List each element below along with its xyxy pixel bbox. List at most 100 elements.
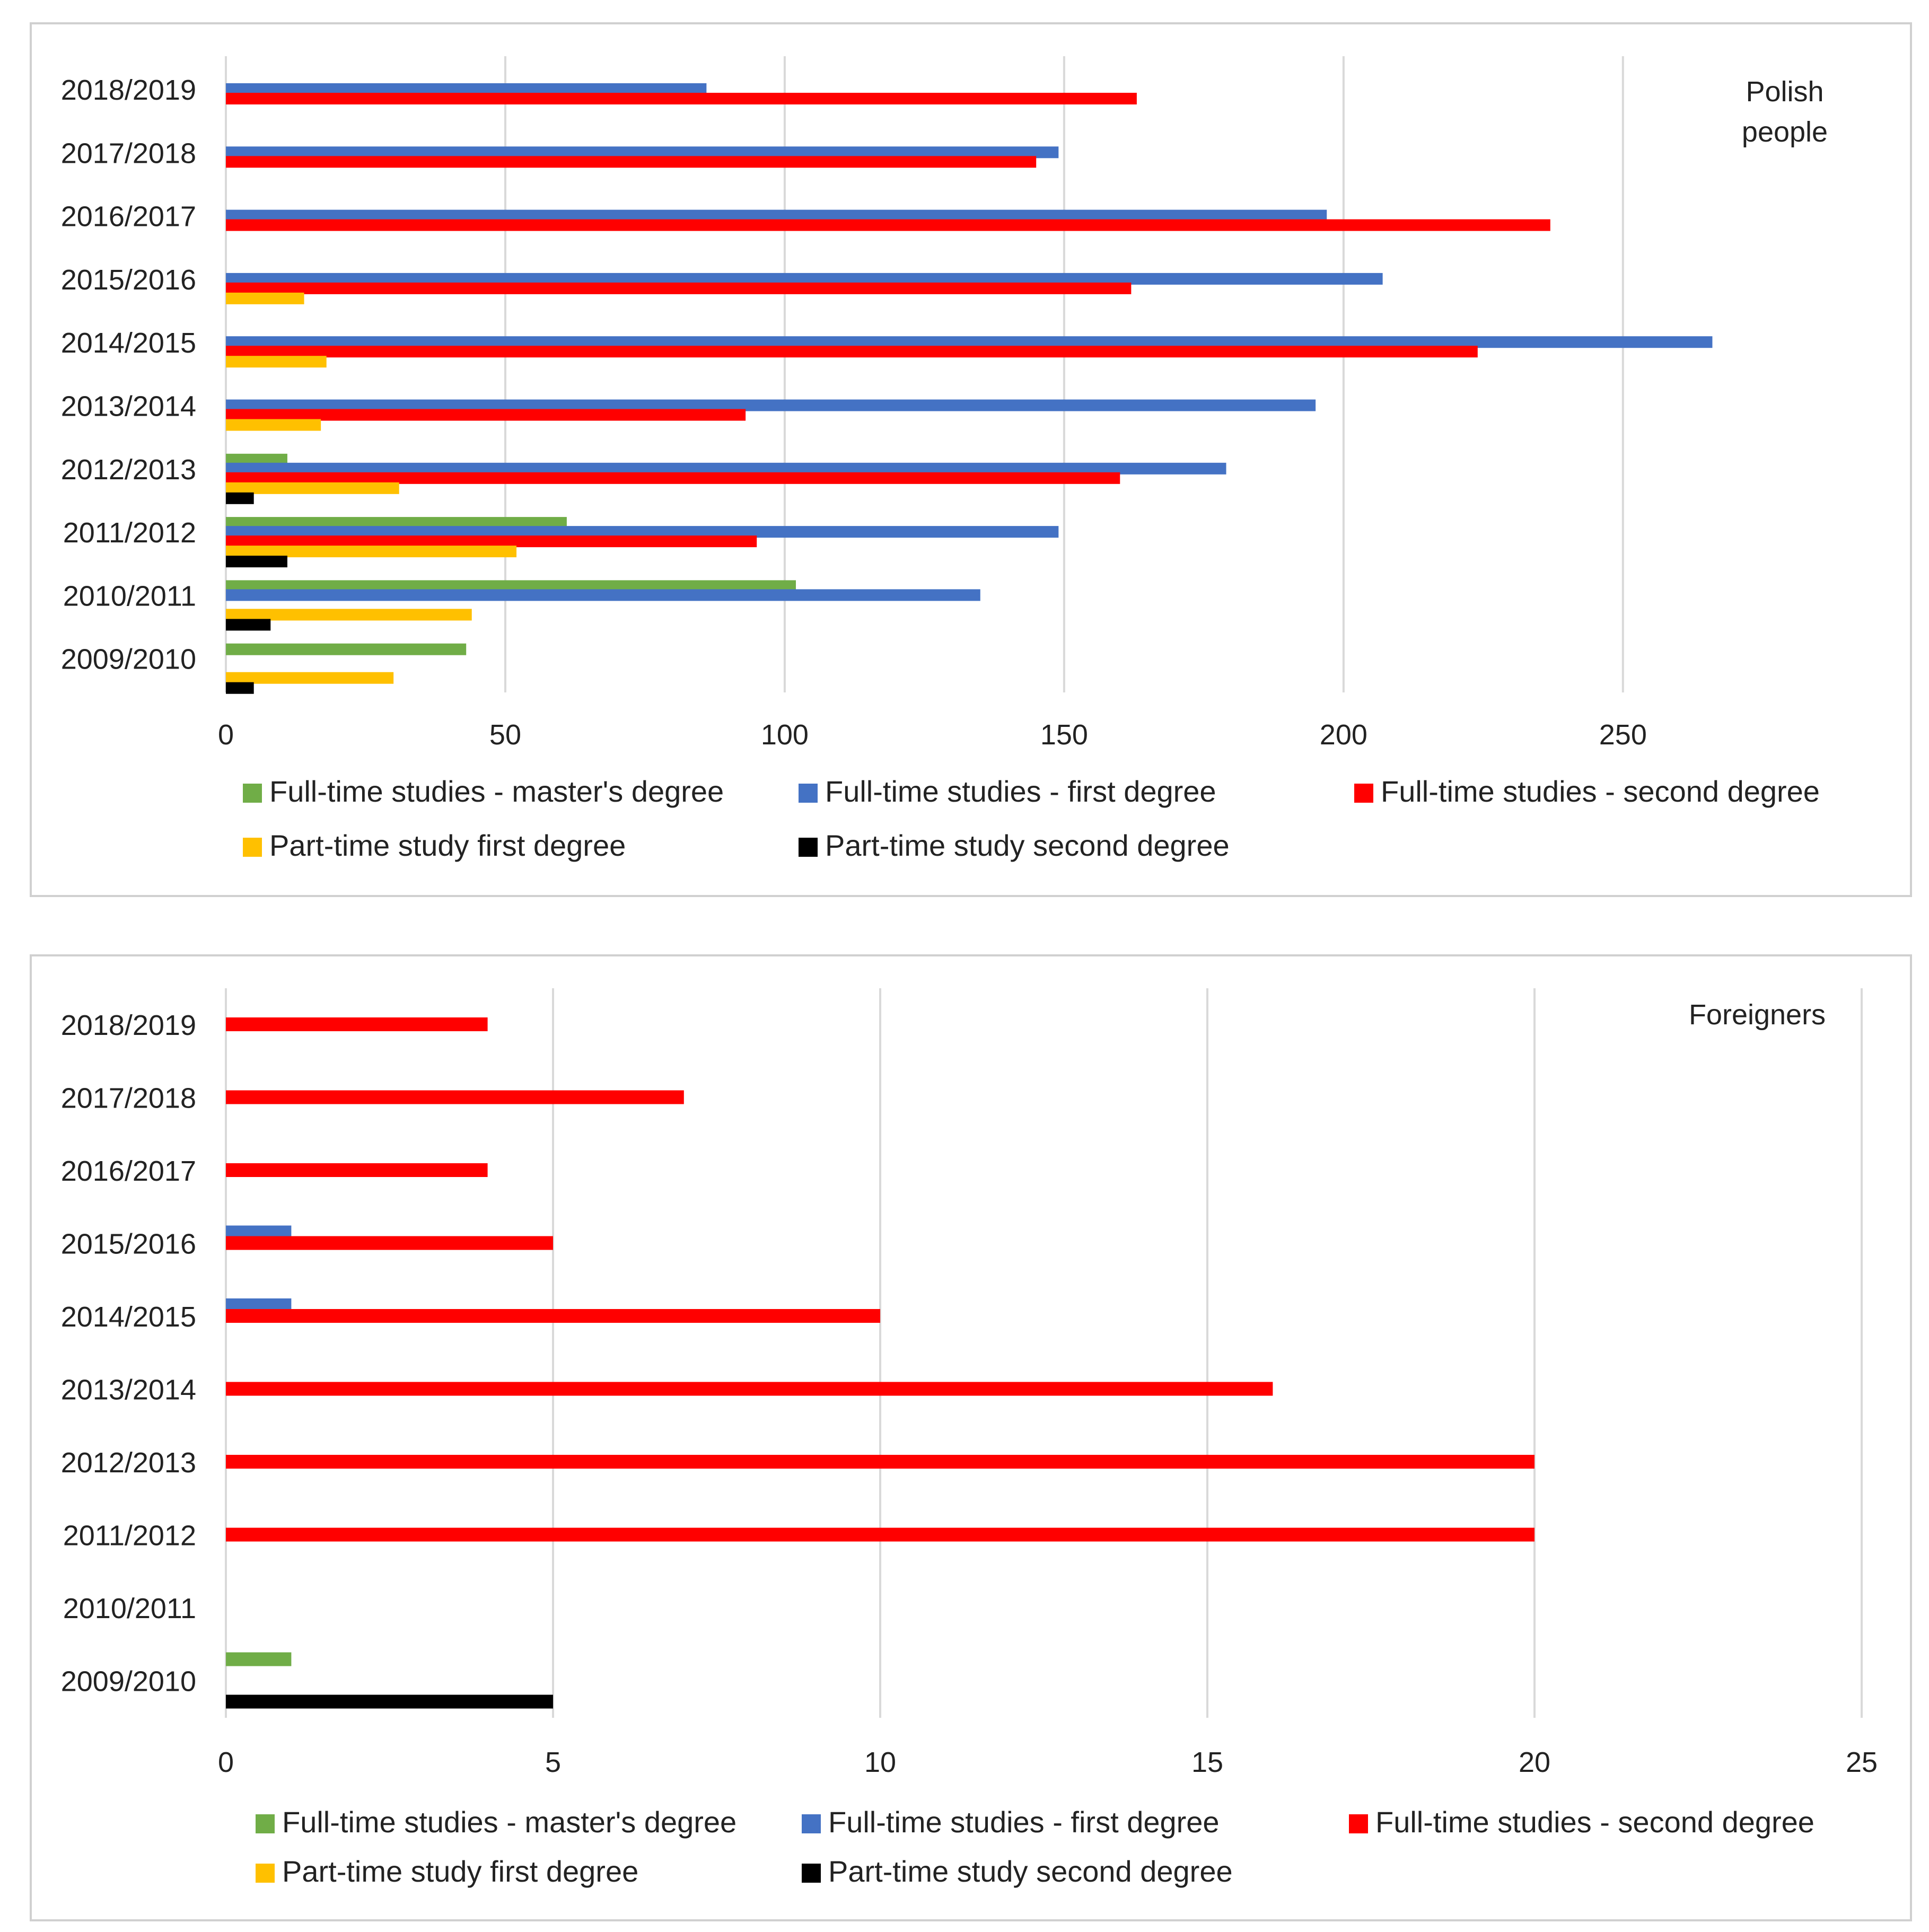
y-category-label: 2016/2017	[61, 1155, 196, 1187]
y-category-label: 2017/2018	[61, 137, 196, 169]
x-tick-label: 0	[218, 719, 234, 751]
legend-swatch	[799, 784, 818, 803]
bar	[226, 399, 1316, 411]
y-category-label: 2012/2013	[61, 454, 196, 486]
bar	[226, 93, 1137, 104]
x-tick-label: 250	[1599, 719, 1647, 751]
y-category-label: 2013/2014	[61, 1374, 196, 1406]
chart-panel-foreigners: 0 5 10 15 20 25 2018/2019 2017/2018 2016/2017 201…	[30, 954, 1912, 1921]
bar	[226, 682, 254, 694]
bar	[226, 526, 1059, 538]
bar	[226, 492, 254, 504]
bar	[226, 580, 796, 592]
x-tick-label: 100	[761, 719, 809, 751]
bar	[226, 336, 1713, 348]
legend-swatch	[1349, 1814, 1368, 1833]
panel-annotation: people	[1742, 116, 1828, 148]
legend-swatch	[802, 1864, 821, 1883]
legend-swatch	[243, 784, 262, 803]
legend-swatch	[256, 1864, 275, 1883]
y-category-label: 2015/2016	[61, 264, 196, 296]
bar	[226, 1455, 1535, 1469]
bar	[226, 83, 707, 95]
x-tick-label: 15	[1191, 1746, 1223, 1778]
y-category-label: 2018/2019	[61, 1009, 196, 1041]
x-tick-label: 0	[218, 1746, 234, 1778]
bar	[226, 146, 1059, 159]
bar	[226, 1163, 488, 1177]
bar	[226, 556, 287, 568]
bar	[226, 419, 321, 431]
legend-swatch	[243, 838, 262, 857]
bar	[226, 472, 1120, 484]
y-category-label: 2018/2019	[61, 74, 196, 106]
y-category-label: 2017/2018	[61, 1083, 196, 1114]
bar	[226, 453, 287, 466]
bar	[226, 609, 472, 621]
x-tick-label: 200	[1320, 719, 1367, 751]
bar	[226, 1527, 1535, 1542]
bar	[226, 209, 1327, 222]
y-category-label: 2011/2012	[63, 517, 196, 549]
bar	[226, 273, 1383, 285]
bar	[226, 482, 399, 494]
legend-label: Part-time study second degree	[825, 829, 1230, 862]
legend-label: Part-time study first degree	[269, 829, 626, 862]
y-category-label: 2013/2014	[61, 391, 196, 423]
panel-annotation: Foreigners	[1689, 999, 1826, 1031]
legend-label: Part-time study second degree	[828, 1855, 1233, 1888]
legend-swatch	[1354, 784, 1373, 803]
bar	[226, 346, 1478, 358]
bar	[226, 619, 271, 631]
legend-label: Full-time studies - first degree	[825, 775, 1216, 808]
y-category-label: 2014/2015	[61, 327, 196, 359]
bar	[226, 1382, 1273, 1396]
bar	[226, 292, 304, 304]
y-category-label: 2014/2015	[61, 1301, 196, 1333]
legend-swatch	[256, 1814, 275, 1833]
x-tick-label: 50	[489, 719, 521, 751]
y-category-label: 2016/2017	[61, 201, 196, 233]
bar	[226, 156, 1037, 168]
bar	[226, 1017, 488, 1031]
bar	[226, 282, 1132, 294]
bar	[226, 1090, 684, 1104]
bar	[226, 643, 467, 655]
bar	[226, 535, 757, 548]
legend-label: Full-time studies - second degree	[1381, 775, 1820, 808]
bar	[226, 409, 746, 421]
legend-label: Full-time studies - second degree	[1375, 1805, 1814, 1839]
legend-swatch	[799, 838, 818, 857]
legend-swatch	[802, 1814, 821, 1833]
bar	[226, 546, 517, 558]
panel-annotation: Polish	[1746, 76, 1823, 108]
bar	[226, 1694, 553, 1709]
bar	[226, 517, 567, 529]
chart-foreigners: 0 5 10 15 20 25 2018/2019 2017/2018 2016/2017 201…	[61, 988, 1878, 1888]
y-category-label: 2015/2016	[61, 1228, 196, 1260]
legend-label: Full-time studies - master's degree	[269, 775, 724, 808]
bar	[226, 462, 1226, 475]
y-category-label: 2009/2010	[61, 1666, 196, 1698]
y-category-label: 2010/2011	[63, 580, 196, 612]
bar	[226, 356, 327, 368]
x-tick-label: 5	[545, 1746, 561, 1778]
bar	[226, 1236, 553, 1250]
x-tick-label: 150	[1040, 719, 1088, 751]
x-tick-label: 10	[864, 1746, 896, 1778]
chart-polish-people: 0 50 100 150 200 250 2018/2019 2017/2018 2016/20…	[61, 56, 1828, 862]
bar	[226, 219, 1550, 231]
y-category-label: 2011/2012	[63, 1520, 196, 1552]
x-tick-label: 20	[1519, 1746, 1550, 1778]
legend-label: Full-time studies - master's degree	[282, 1805, 736, 1839]
bar	[226, 672, 394, 684]
bar	[226, 1309, 880, 1323]
legend-label: Full-time studies - first degree	[828, 1805, 1220, 1839]
y-category-label: 2010/2011	[63, 1593, 196, 1624]
legend-label: Part-time study first degree	[282, 1855, 638, 1888]
bar	[226, 1652, 292, 1666]
chart-panel-polish-people: 0 50 100 150 200 250 2018/2019 2017/2018 2016/20…	[30, 22, 1912, 897]
bar	[226, 589, 980, 601]
y-category-label: 2009/2010	[61, 644, 196, 675]
x-tick-label: 25	[1846, 1746, 1878, 1778]
